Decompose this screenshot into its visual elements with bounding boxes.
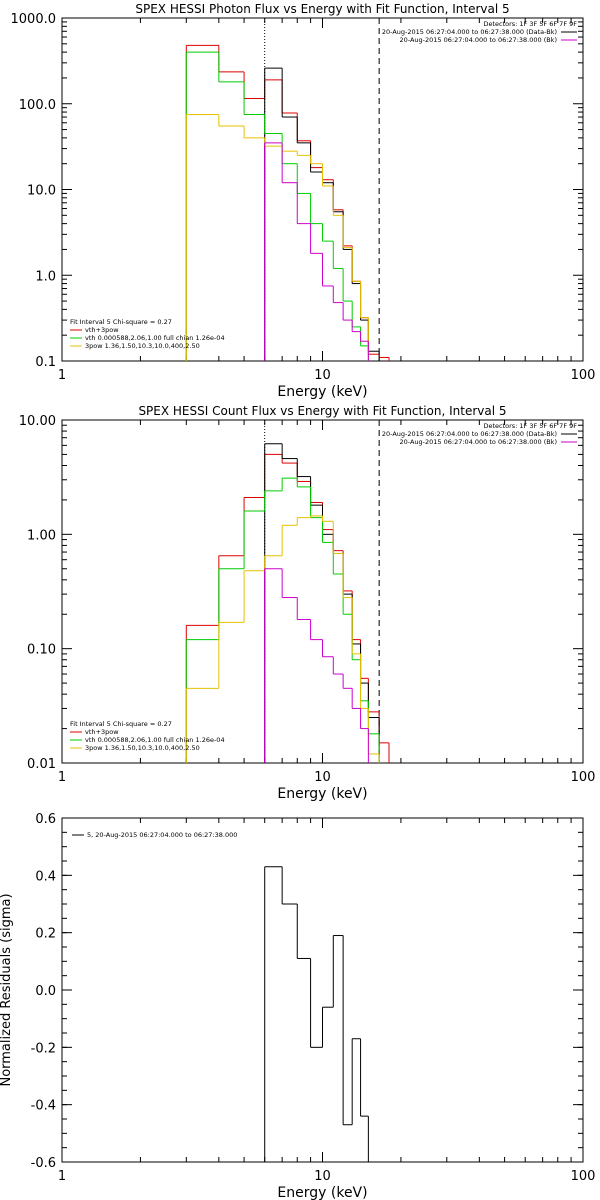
y-tick-label: 10.0 (27, 184, 56, 199)
detector-legend-entry: 20-Aug-2015 06:27:04.000 to 06:27:38.000… (382, 28, 557, 36)
x-tick-label: 10 (314, 770, 331, 785)
y-tick-label: 0.0 (35, 984, 56, 999)
legend-entry: vth 0.000588,2.06,1.00 full chian 1.26e-… (85, 736, 225, 744)
y-tick-label: 0.6 (35, 812, 56, 827)
series-4 (264, 568, 369, 763)
x-axis-label: Energy (keV) (277, 384, 367, 400)
detectors-label: Detectors: 1F 3F 5F 6F 7F 9F (483, 422, 577, 430)
legend-entry: 3pow 1.36,1.50,10.3,10.0,400,2.50 (85, 342, 200, 350)
detector-legend-entry: 20-Aug-2015 06:27:04.000 to 06:27:38.000… (382, 430, 557, 438)
y-tick-label: 100.0 (19, 98, 56, 113)
x-tick-label: 1 (58, 368, 66, 383)
series-0 (264, 866, 380, 1162)
x-tick-label: 10 (314, 1169, 331, 1184)
x-tick-label: 1 (58, 1169, 66, 1184)
x-tick-label: 100 (571, 770, 596, 785)
legend-entry: Fit Interval 5 Chi-square = 0.27 (70, 318, 172, 326)
plot-frame (61, 419, 584, 764)
legend-entry: Fit Interval 5 Chi-square = 0.27 (70, 720, 172, 728)
series-3 (185, 113, 369, 361)
series-2 (185, 51, 369, 361)
series-0 (185, 453, 390, 763)
plot-frame (61, 17, 584, 362)
y-tick-label: 0.4 (35, 869, 56, 884)
legend-entry: vth+3pow (85, 728, 119, 736)
y-tick-label: 0.01 (27, 757, 56, 772)
y-tick-label: 0.2 (35, 927, 56, 942)
x-tick-label: 100 (571, 1169, 596, 1184)
chart-title: SPEX HESSI Photon Flux vs Energy with Fi… (135, 2, 509, 16)
y-tick-label: -0.4 (31, 1099, 56, 1114)
series-1 (264, 67, 380, 361)
chart-title: SPEX HESSI Count Flux vs Energy with Fit… (138, 404, 506, 418)
y-tick-label: -0.6 (31, 1156, 56, 1171)
x-axis-label: Energy (keV) (277, 786, 367, 802)
legend-entry: vth+3pow (85, 326, 119, 334)
x-tick-label: 10 (314, 368, 331, 383)
y-tick-label: 1000.0 (11, 12, 57, 27)
y-tick-label: 1.0 (35, 269, 56, 284)
legend-entry: vth 0.000588,2.06,1.00 full chian 1.26e-… (85, 334, 225, 342)
y-tick-label: -0.2 (31, 1041, 56, 1056)
plot-frame (61, 817, 584, 1163)
legend-entry: 3pow 1.36,1.50,10.3,10.0,400,2.50 (85, 744, 200, 752)
y-tick-label: 1.00 (27, 528, 56, 543)
y-tick-label: 0.10 (27, 643, 56, 658)
y-axis-label: Normalized Residuals (sigma) (0, 893, 14, 1086)
x-tick-label: 1 (58, 770, 66, 785)
x-axis-label: Energy (keV) (277, 1185, 367, 1200)
detector-legend-entry: 20-Aug-2015 06:27:04.000 to 06:27:38.000… (400, 36, 557, 44)
series-4 (264, 142, 369, 361)
detectors-label: Detectors: 1F 3F 5F 6F 7F 9F (483, 20, 577, 28)
detector-legend-entry: 20-Aug-2015 06:27:04.000 to 06:27:38.000… (400, 438, 557, 446)
series-2 (185, 477, 380, 763)
series-1 (264, 443, 380, 763)
series-3 (185, 515, 380, 763)
series-0 (185, 44, 390, 361)
y-tick-label: 10.00 (19, 414, 56, 429)
legend-entry: 5, 20-Aug-2015 06:27:04.000 to 06:27:38.… (87, 831, 237, 839)
x-tick-label: 100 (571, 368, 596, 383)
y-tick-label: 0.1 (35, 355, 56, 370)
